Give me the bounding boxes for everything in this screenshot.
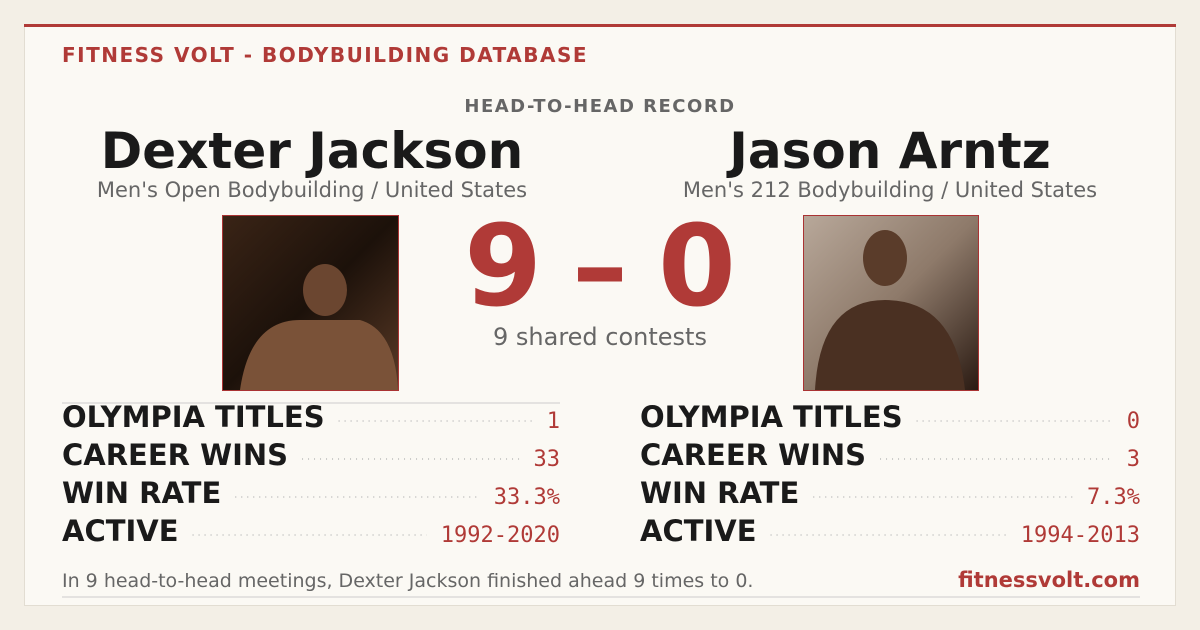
score-caption: 9 shared contests	[493, 323, 707, 351]
athlete-division: Men's 212 Bodybuilding / United States	[683, 178, 1097, 202]
top-rule	[24, 24, 1176, 27]
score-separator: –	[572, 202, 628, 332]
stat-label: ACTIVE	[62, 514, 179, 548]
stat-label: ACTIVE	[640, 514, 757, 548]
athlete-name: Jason Arntz	[726, 122, 1050, 180]
athlete-photo	[803, 215, 979, 391]
stat-value: 1992-2020	[441, 523, 560, 548]
brand: FITNESS VOLT - BODYBUILDING DATABASE	[62, 43, 588, 67]
footer-summary: In 9 head-to-head meetings, Dexter Jacks…	[62, 570, 753, 592]
stat-value: 0	[1127, 409, 1140, 434]
stat-value: 33.3%	[494, 485, 560, 510]
card	[24, 24, 1176, 606]
stat-value: 33	[534, 447, 561, 472]
stat-label: OLYMPIA TITLES	[640, 400, 903, 434]
stat-value: 3	[1127, 447, 1140, 472]
athlete-photo	[222, 215, 399, 391]
stat-label: CAREER WINS	[62, 438, 288, 472]
stat-label: WIN RATE	[640, 476, 799, 510]
stat-label: OLYMPIA TITLES	[62, 400, 325, 434]
stat-value: 1994-2013	[1021, 523, 1140, 548]
footer-site: fitnessvolt.com	[958, 568, 1140, 592]
athlete-division: Men's Open Bodybuilding / United States	[97, 178, 527, 202]
score: 9–0	[464, 202, 736, 332]
stat-label: WIN RATE	[62, 476, 221, 510]
stat-value: 1	[547, 409, 560, 434]
stats: OLYMPIA TITLES 1 CAREER WINS 33 WIN RATE 33.3…	[62, 400, 1140, 548]
athlete-name: Dexter Jackson	[101, 122, 524, 180]
section-title: HEAD-TO-HEAD RECORD	[464, 96, 735, 117]
score-left: 9	[464, 202, 542, 332]
score-right: 0	[658, 202, 736, 332]
stat-label: CAREER WINS	[640, 438, 866, 472]
stat-value: 7.3%	[1087, 485, 1140, 510]
